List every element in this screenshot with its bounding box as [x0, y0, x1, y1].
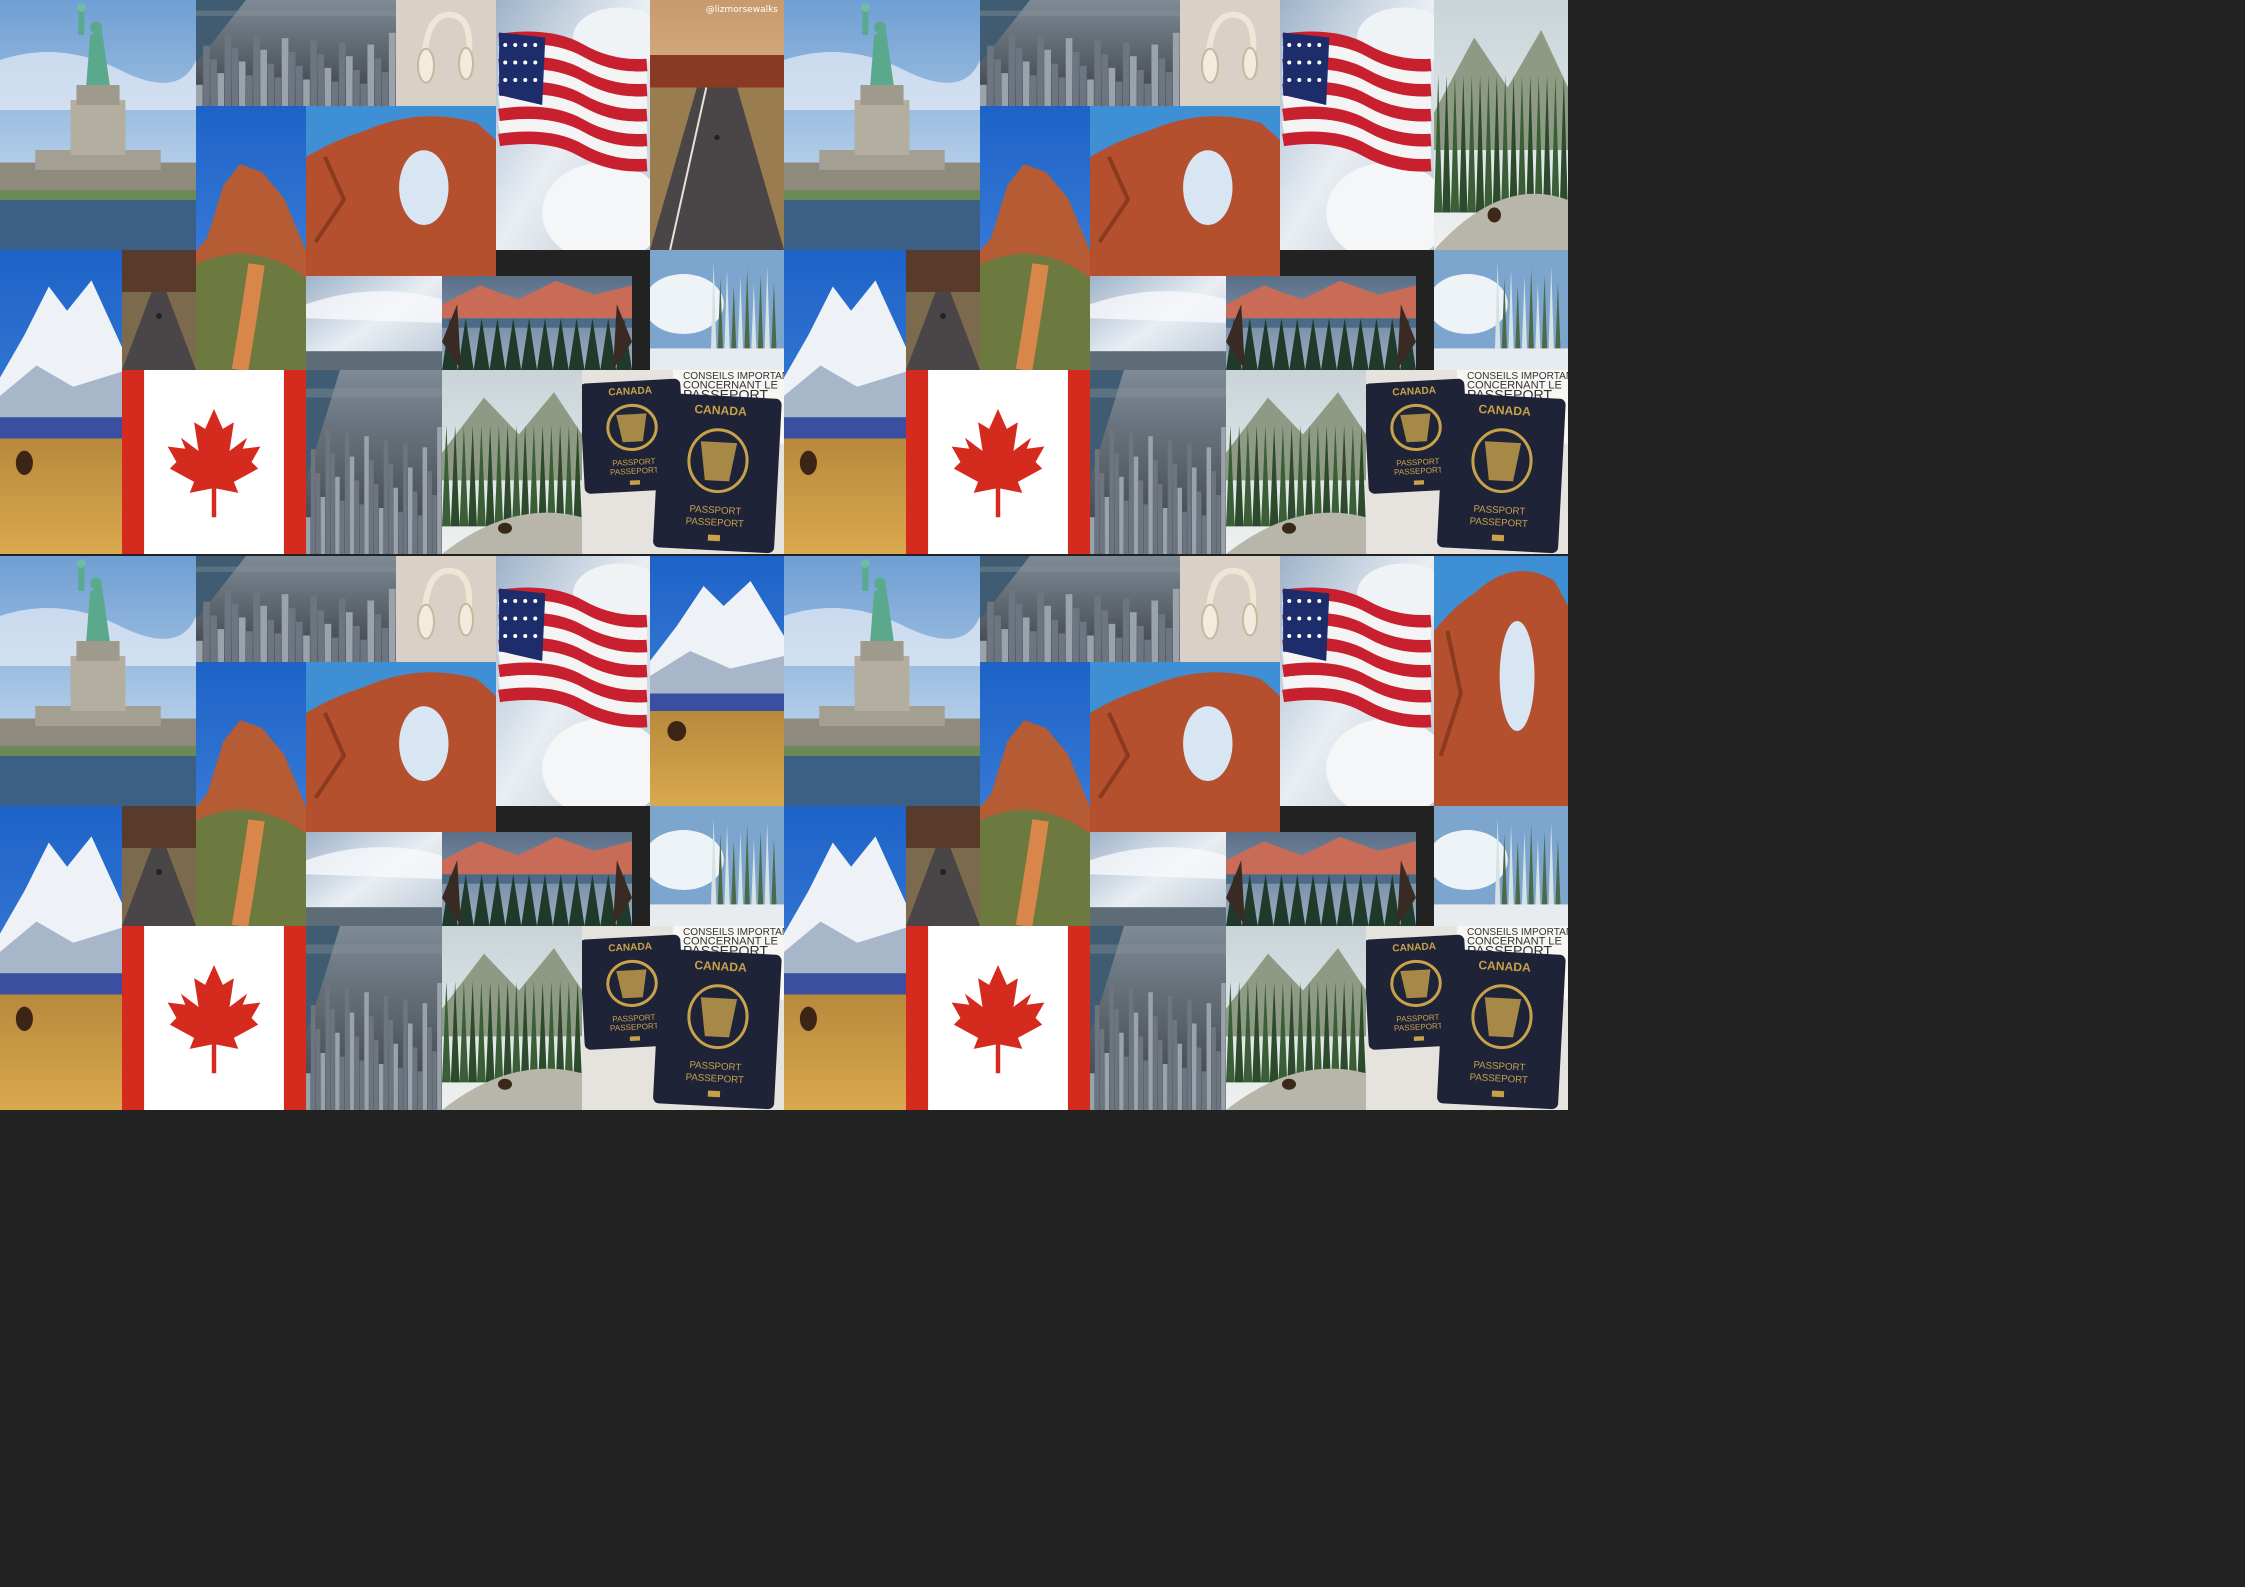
svg-text:PASSPORT: PASSPORT [1396, 1013, 1440, 1024]
teton-mountains-photo [442, 276, 632, 370]
canada-passport-photo: CONSEILS IMPORTANTS CONCERNANT LE PASSEP… [582, 370, 784, 554]
svg-text:PASSPORT: PASSPORT [1396, 457, 1440, 468]
snowy-trees-photo [1434, 250, 1568, 370]
small-road-photo [122, 250, 196, 370]
city-aerial-photo-2 [1090, 370, 1226, 554]
svg-text:PASSPORT: PASSPORT [612, 1013, 656, 1024]
svg-text:PASSPORT: PASSPORT [1473, 1060, 1525, 1074]
city-aerial-photo [196, 0, 396, 106]
svg-text:PASSEPORT: PASSEPORT [1469, 1072, 1528, 1086]
denali-moose-photo [0, 806, 122, 1110]
headphones-photo [1180, 556, 1280, 662]
snowy-trees-photo [1434, 806, 1568, 926]
svg-text:CANADA: CANADA [694, 958, 747, 975]
city-aerial-photo [980, 0, 1180, 106]
canada-flag-photo [906, 370, 1090, 554]
svg-text:CANADA: CANADA [1478, 958, 1531, 975]
rock-arch-photo [306, 662, 496, 832]
svg-text:PASSEPORT: PASSEPORT [1469, 516, 1528, 530]
denali-moose-photo [784, 806, 906, 1110]
canada-passport-photo: CONSEILS IMPORTANTS CONCERNANT LE PASSEP… [582, 926, 784, 1110]
svg-text:PASSEPORT: PASSEPORT [685, 1072, 744, 1086]
canada-flag-photo [122, 926, 306, 1110]
clouds-city-photo [306, 276, 442, 370]
statue-of-liberty-photo [0, 0, 196, 250]
svg-text:PASSEPORT: PASSEPORT [1394, 1021, 1443, 1033]
rock-arch-photo [1090, 106, 1280, 276]
red-rock-trail-photo [196, 662, 306, 926]
canada-flag-photo [122, 370, 306, 554]
forest-bear-photo [442, 370, 582, 554]
statue-of-liberty-photo [784, 0, 980, 250]
denali-moose-photo [784, 250, 906, 554]
svg-text:CONSEILS IMPORTANTS: CONSEILS IMPORTANTS [1467, 927, 1568, 938]
city-aerial-photo [980, 556, 1180, 662]
american-flag-photo [1280, 0, 1434, 250]
svg-text:CONSEILS IMPORTANTS: CONSEILS IMPORTANTS [1467, 371, 1568, 382]
svg-text:CONSEILS IMPORTANTS: CONSEILS IMPORTANTS [683, 371, 784, 382]
city-aerial-photo-2 [306, 926, 442, 1110]
rock-arch-photo [1090, 662, 1280, 832]
headphones-photo [396, 0, 496, 106]
svg-text:PASSPORT: PASSPORT [612, 457, 656, 468]
teton-mountains-photo [442, 832, 632, 926]
svg-text:CONSEILS IMPORTANTS: CONSEILS IMPORTANTS [683, 927, 784, 938]
clouds-city-photo [1090, 276, 1226, 370]
svg-text:PASSEPORT: PASSEPORT [610, 465, 659, 477]
variant-photo-arch [1434, 556, 1568, 806]
svg-text:@lizmorsewalks: @lizmorsewalks [706, 5, 779, 15]
svg-text:CONCERNANT LE: CONCERNANT LE [683, 935, 778, 947]
snowy-trees-photo [650, 250, 784, 370]
red-rock-trail-photo [980, 662, 1090, 926]
variant-photo-denali-moose [650, 556, 784, 806]
svg-text:PASSEPORT: PASSEPORT [610, 1021, 659, 1033]
teton-mountains-photo [1226, 276, 1416, 370]
forest-bear-photo [1226, 370, 1366, 554]
american-flag-photo [496, 556, 650, 806]
small-road-photo [122, 806, 196, 926]
headphones-photo [1180, 0, 1280, 106]
city-aerial-photo [196, 556, 396, 662]
svg-text:CANADA: CANADA [1392, 941, 1437, 954]
svg-text:PASSPORT: PASSPORT [689, 1060, 741, 1074]
canada-flag-photo [906, 926, 1090, 1110]
snowy-trees-photo [650, 806, 784, 926]
headphones-photo [396, 556, 496, 662]
denali-moose-photo [0, 250, 122, 554]
svg-text:PASSEPORT: PASSEPORT [685, 516, 744, 530]
statue-of-liberty-photo [784, 556, 980, 806]
statue-of-liberty-photo [0, 556, 196, 806]
svg-text:PASSPORT: PASSPORT [689, 504, 741, 518]
svg-text:CANADA: CANADA [694, 402, 747, 419]
clouds-city-photo [1090, 832, 1226, 926]
svg-text:CANADA: CANADA [608, 385, 653, 398]
svg-text:CONCERNANT LE: CONCERNANT LE [1467, 379, 1562, 391]
clouds-city-photo [306, 832, 442, 926]
rock-arch-photo [306, 106, 496, 276]
svg-text:CONCERNANT LE: CONCERNANT LE [1467, 935, 1562, 947]
svg-text:PASSEPORT: PASSEPORT [1394, 465, 1443, 477]
svg-text:CONCERNANT LE: CONCERNANT LE [683, 379, 778, 391]
teton-mountains-photo [1226, 832, 1416, 926]
forest-bear-photo [442, 926, 582, 1110]
small-road-photo [906, 806, 980, 926]
red-rock-trail-photo [196, 106, 306, 370]
svg-text:CANADA: CANADA [608, 941, 653, 954]
city-aerial-photo-2 [306, 370, 442, 554]
city-aerial-photo-2 [1090, 926, 1226, 1110]
svg-text:CANADA: CANADA [1478, 402, 1531, 419]
svg-text:PASSPORT: PASSPORT [1473, 504, 1525, 518]
svg-text:CANADA: CANADA [1392, 385, 1437, 398]
american-flag-photo [496, 0, 650, 250]
variant-photo-road: @lizmorsewalks [650, 0, 784, 250]
canada-passport-photo: CONSEILS IMPORTANTS CONCERNANT LE PASSEP… [1366, 370, 1568, 554]
american-flag-photo [1280, 556, 1434, 806]
small-road-photo [906, 250, 980, 370]
canada-passport-photo: CONSEILS IMPORTANTS CONCERNANT LE PASSEP… [1366, 926, 1568, 1110]
red-rock-trail-photo [980, 106, 1090, 370]
forest-bear-photo [1226, 926, 1366, 1110]
variant-photo-forest-bear [1434, 0, 1568, 250]
